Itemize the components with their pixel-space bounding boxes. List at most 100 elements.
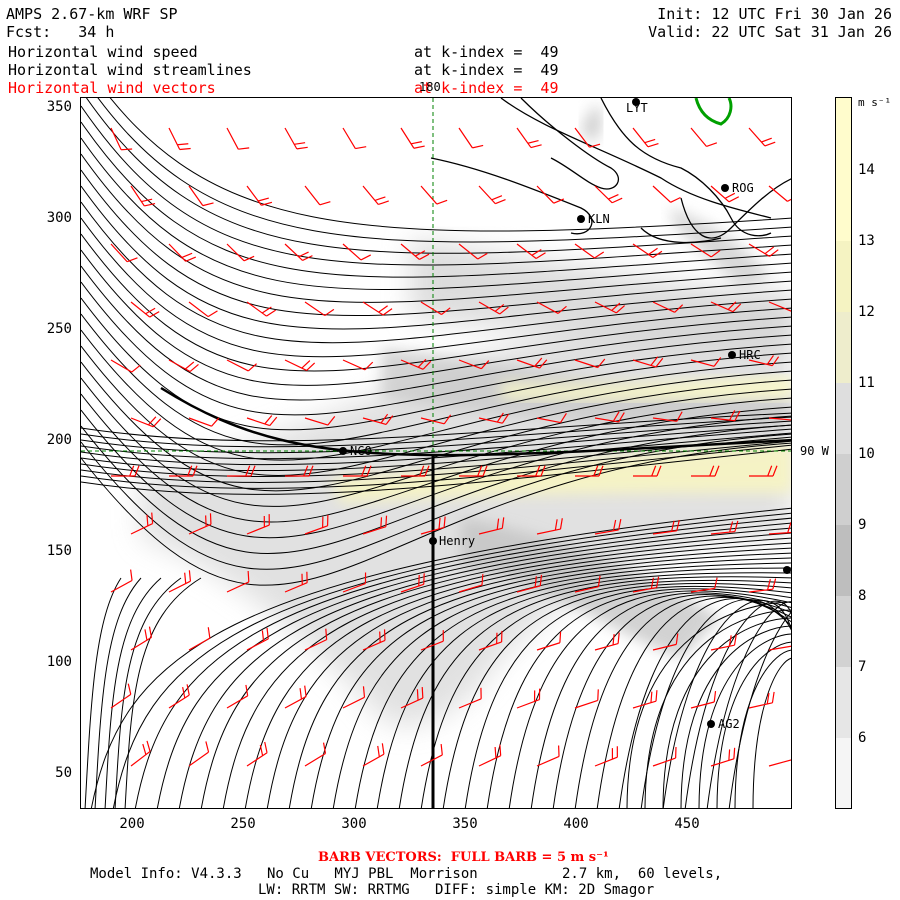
station-dot-rog[interactable] (721, 184, 729, 192)
streamline (81, 420, 791, 454)
streamline (81, 409, 791, 539)
latitude-label: 90 W (800, 444, 829, 458)
wind-barb (516, 688, 541, 709)
wind-barb (246, 741, 268, 767)
wind-barb (304, 742, 327, 767)
wind-barb (188, 627, 211, 651)
station-label-rog: ROG (732, 181, 754, 195)
wind-barb (458, 243, 488, 260)
y-tick-50: 50 (55, 765, 72, 781)
streamline (81, 137, 791, 291)
streamline (81, 428, 791, 466)
colorbar-tick-11: 11 (858, 375, 875, 391)
field-name-speed: Horizontal wind speed (8, 43, 198, 61)
wind-barb (188, 301, 218, 318)
station-dot-ag2[interactable] (707, 720, 715, 728)
wind-barb (652, 301, 684, 313)
wind-barb (226, 570, 250, 593)
streamline (81, 313, 791, 446)
station-label-nco: NCO (350, 444, 372, 458)
wind-barb (633, 465, 662, 477)
streamline (354, 567, 791, 808)
wind-barb (130, 416, 162, 428)
wind-barb (710, 410, 741, 422)
wind-barb (652, 633, 679, 651)
y-tick-200: 200 (46, 432, 72, 448)
wind-barb (226, 359, 257, 372)
streamline (124, 577, 202, 808)
streamline (114, 577, 182, 808)
y-tick-350: 350 (46, 99, 72, 115)
wind-barb (632, 243, 663, 258)
wind-barb (401, 465, 430, 477)
coastlines (430, 98, 791, 244)
streamline (81, 444, 791, 489)
streamline (86, 98, 791, 254)
wind-barb (362, 301, 393, 316)
wind-barb (400, 687, 424, 709)
wind-barb (110, 243, 138, 263)
wind-barb (246, 514, 270, 535)
wind-barb (342, 359, 374, 371)
wind-barb (690, 690, 717, 709)
field-name-vectors: Horizontal wind vectors (8, 79, 216, 97)
wind-barb (632, 356, 664, 368)
wind-barb (594, 519, 622, 535)
wind-barb (342, 243, 372, 261)
wind-barb (478, 744, 502, 767)
wind-barb (130, 185, 156, 207)
wind-barb (343, 465, 372, 477)
x-tick-200: 200 (119, 816, 145, 832)
wind-speed-shading (141, 103, 791, 726)
station-dot-hrc[interactable] (728, 351, 736, 359)
station-label-hrc: HRC (739, 348, 761, 362)
streamline (81, 448, 791, 495)
streamline (112, 512, 791, 808)
streamline (752, 657, 791, 808)
x-tick-300: 300 (341, 816, 367, 832)
streamline (81, 105, 791, 266)
station-dot-kln[interactable] (577, 215, 585, 223)
y-tick-250: 250 (46, 321, 72, 337)
wind-barb (768, 417, 791, 421)
streamline (680, 625, 791, 808)
streamline (156, 522, 791, 808)
wind-barb (690, 357, 722, 367)
wind-barb (458, 127, 484, 149)
streamline (200, 532, 791, 808)
station-dot-lyt[interactable] (632, 98, 640, 106)
model-info: Model Info: V4.3.3 No Cu MYJ PBL Morriso… (90, 866, 723, 882)
wind-barb (536, 631, 562, 651)
wind-barb (478, 517, 505, 535)
streamline (376, 572, 791, 808)
wind-barb (284, 359, 316, 371)
wind-barb (110, 569, 133, 593)
streamline (508, 590, 791, 808)
streamline (81, 329, 791, 461)
station-dot-edge[interactable] (783, 566, 791, 574)
wind-barb (690, 243, 721, 258)
station-dot-henry[interactable] (429, 537, 437, 545)
init-time: Init: 12 UTC Fri 30 Jan 26 (657, 5, 892, 23)
streamline (662, 599, 791, 808)
map-canvas (81, 98, 791, 808)
wind-barb (768, 185, 791, 202)
streamline (81, 201, 791, 344)
wind-barb (691, 465, 720, 477)
wind-barb (284, 243, 313, 261)
map-plot[interactable]: LYT ROG KLN HRC NCO Henry AG2 (80, 97, 792, 809)
wind-barb (710, 185, 740, 203)
x-tick-400: 400 (563, 816, 589, 832)
wind-barb (420, 743, 443, 767)
streamline (398, 576, 791, 808)
field-name-streamlines: Horizontal wind streamlines (8, 61, 252, 79)
y-tick-150: 150 (46, 543, 72, 559)
station-dot-nco[interactable] (339, 447, 347, 455)
wind-barb (304, 185, 331, 206)
wind-barb (342, 127, 367, 150)
streamline (81, 297, 791, 431)
wind-barb (458, 574, 484, 593)
colorbar-tick-6: 6 (858, 730, 867, 746)
wind-barb (227, 465, 256, 477)
wind-barb (478, 185, 506, 205)
